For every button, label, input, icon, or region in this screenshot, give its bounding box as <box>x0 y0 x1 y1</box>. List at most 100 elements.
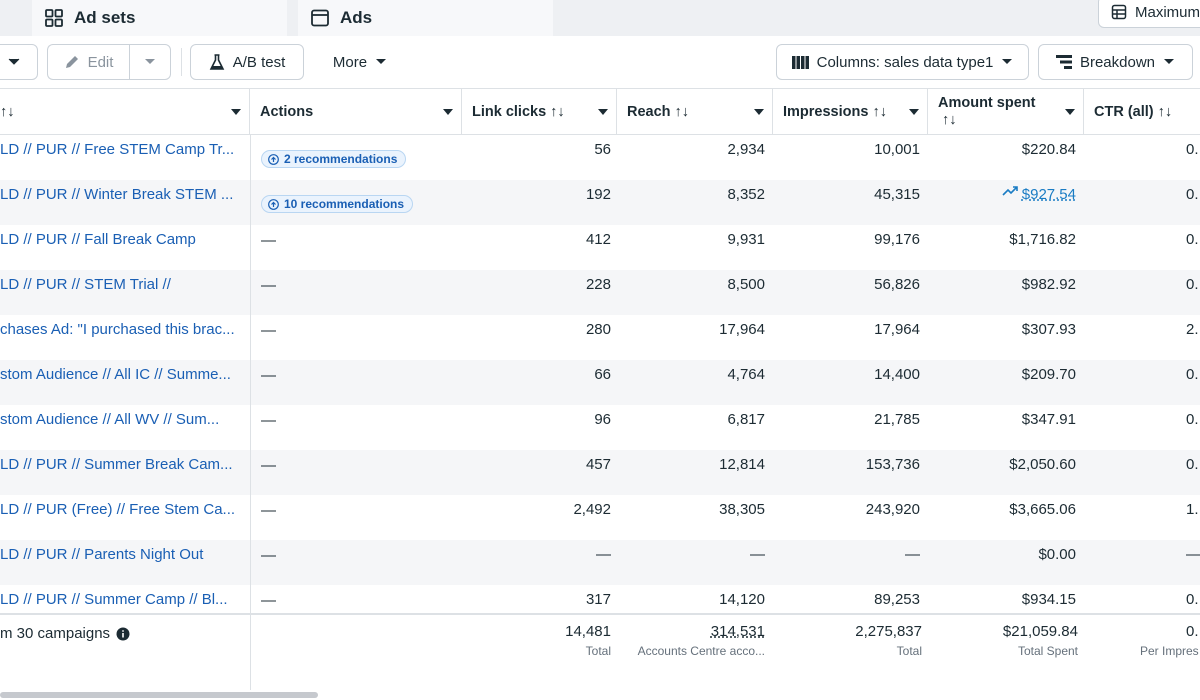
total-amount-spent: $21,059.84 Total Spent <box>928 623 1078 658</box>
campaign-name-link[interactable]: LD // PUR // Free STEM Camp Tr... <box>0 141 235 158</box>
edit-button[interactable]: Edit <box>47 44 129 80</box>
column-header-ctr[interactable]: CTR (all) ↑↓ <box>1084 89 1200 135</box>
trend-up-icon <box>1002 186 1018 196</box>
amount-spent-value: $934.15 <box>1021 591 1076 608</box>
table-row[interactable]: LD // PUR // Free STEM Camp Tr... 2 recom… <box>0 135 1200 180</box>
total-reach-value[interactable]: 314,531 <box>710 623 765 640</box>
breakdown-button[interactable]: Breakdown <box>1038 44 1193 80</box>
total-impressions-sub: Total <box>896 644 922 658</box>
column-header-amount-spent-sort: ↑↓ <box>942 112 957 128</box>
table-row[interactable]: chases Ad: "I purchased this brac... — 280… <box>0 315 1200 360</box>
column-header-reach[interactable]: Reach ↑↓ <box>617 89 773 135</box>
amount-spent-cell: $982.92 <box>928 270 1076 315</box>
campaign-name-cell[interactable]: LD // PUR // Parents Night Out <box>0 540 250 585</box>
edit-dropdown-button[interactable] <box>129 44 171 80</box>
campaign-name-cell[interactable]: LD // PUR // Fall Break Camp <box>0 225 250 270</box>
campaign-name-link[interactable]: LD // PUR // Summer Camp // Bl... <box>0 591 228 608</box>
total-ctr: 0. Per Impres <box>1140 623 1200 658</box>
total-reach: 314,531 Accounts Centre acco... <box>617 623 765 658</box>
amount-spent-value: $982.92 <box>1021 276 1076 293</box>
campaign-name-link[interactable]: chases Ad: "I purchased this brac... <box>0 321 235 338</box>
reach-cell: 17,964 <box>719 321 765 338</box>
campaign-name-cell[interactable]: LD // PUR (Free) // Free Stem Ca... <box>0 495 250 540</box>
tab-ads-label: Ads <box>340 8 373 27</box>
campaign-name-cell[interactable]: stom Audience // All WV // Sum... <box>0 405 250 450</box>
toolbar-divider <box>181 48 182 76</box>
campaign-name-link[interactable]: LD // PUR // Fall Break Camp <box>0 231 196 248</box>
campaign-name-link[interactable]: stom Audience // All WV // Sum... <box>0 411 220 428</box>
link-clicks-cell: 66 <box>594 366 611 383</box>
table-row[interactable]: LD // PUR // Summer Break Cam... — 457 12,8… <box>0 450 1200 495</box>
column-header-amount-spent[interactable]: Amount spent ↑↓ <box>928 89 1084 135</box>
campaign-name-link[interactable]: LD // PUR // Summer Break Cam... <box>0 456 233 473</box>
ab-test-button[interactable]: A/B test <box>190 44 304 80</box>
table-row[interactable]: stom Audience // All WV // Sum... — 96 6,81… <box>0 405 1200 450</box>
horizontal-scrollbar[interactable] <box>0 690 1200 700</box>
table-row[interactable]: LD // PUR (Free) // Free Stem Ca... — 2,49… <box>0 495 1200 540</box>
info-icon[interactable] <box>116 627 130 641</box>
maximum-view-button[interactable]: Maximum <box>1098 0 1200 28</box>
column-menu-caret-icon[interactable] <box>231 109 241 115</box>
column-header-reach-label: Reach ↑↓ <box>627 104 690 120</box>
column-divider <box>250 615 251 692</box>
amount-spent-value: $0.00 <box>1038 546 1076 563</box>
tab-ad-sets[interactable]: Ad sets <box>32 0 287 36</box>
campaign-name-link[interactable]: LD // PUR // Parents Night Out <box>0 546 204 563</box>
column-menu-caret-icon[interactable] <box>754 109 764 115</box>
column-menu-caret-icon[interactable] <box>443 109 453 115</box>
dropdown-button[interactable] <box>0 44 38 80</box>
campaign-name-link[interactable]: LD // PUR // STEM Trial // <box>0 276 171 293</box>
tab-ad-sets-label: Ad sets <box>74 8 136 27</box>
table-row[interactable]: LD // PUR // Winter Break STEM ... 10 rec… <box>0 180 1200 225</box>
table-row[interactable]: LD // PUR // Parents Night Out — — — — $0.00 — <box>0 540 1200 585</box>
column-header-impressions[interactable]: Impressions ↑↓ <box>773 89 928 135</box>
table-row[interactable]: stom Audience // All IC // Summe... — 66 4,… <box>0 360 1200 405</box>
campaign-name-cell[interactable]: LD // PUR // Winter Break STEM ... <box>0 180 250 225</box>
campaign-name-cell[interactable]: chases Ad: "I purchased this brac... <box>0 315 250 360</box>
column-header-actions[interactable]: Actions <box>250 89 462 135</box>
column-menu-caret-icon[interactable] <box>909 109 919 115</box>
tab-ads[interactable]: Ads <box>298 0 553 36</box>
column-divider <box>250 135 251 690</box>
reach-cell: 9,931 <box>727 231 765 248</box>
ctr-cell: 0. <box>1186 231 1199 248</box>
column-header-ctr-label: CTR (all) ↑↓ <box>1094 104 1173 120</box>
total-ctr-sub: Per Impres <box>1140 644 1199 658</box>
total-link-clicks-sub: Total <box>585 644 611 658</box>
link-clicks-cell: 317 <box>585 591 611 608</box>
recommendation-icon <box>268 153 279 165</box>
campaign-name-cell[interactable]: stom Audience // All IC // Summe... <box>0 360 250 405</box>
ctr-cell: 0. <box>1186 411 1199 428</box>
ctr-cell: 1. <box>1186 501 1199 518</box>
amount-spent-link[interactable]: $927.54 <box>1021 186 1076 203</box>
impressions-cell: 99,176 <box>874 231 920 248</box>
impressions-cell: 89,253 <box>874 591 920 608</box>
pencil-icon <box>65 56 78 68</box>
campaign-name-link[interactable]: stom Audience // All IC // Summe... <box>0 366 231 383</box>
table-row[interactable]: LD // PUR // STEM Trial // — 228 8,500 56,82… <box>0 270 1200 315</box>
amount-spent-cell: $927.54 <box>928 180 1076 225</box>
total-link-clicks-value: 14,481 <box>565 623 611 640</box>
campaign-name-cell[interactable]: LD // PUR // Free STEM Camp Tr... <box>0 135 250 180</box>
column-header-name[interactable]: ↑↓ <box>0 89 250 135</box>
recommendations-badge[interactable]: 10 recommendations <box>261 195 414 213</box>
amount-spent-cell: $0.00 <box>928 540 1076 585</box>
scrollbar-thumb[interactable] <box>0 692 318 698</box>
more-button[interactable]: More <box>318 44 402 80</box>
table-row[interactable]: LD // PUR // Fall Break Camp — 412 9,931 99,… <box>0 225 1200 270</box>
reach-cell: 2,934 <box>727 141 765 158</box>
chevron-down-icon <box>376 59 387 64</box>
campaign-name-cell[interactable]: LD // PUR // Summer Break Cam... <box>0 450 250 495</box>
campaign-name-link[interactable]: LD // PUR // Winter Break STEM ... <box>0 186 234 203</box>
campaign-name-cell[interactable]: LD // PUR // STEM Trial // <box>0 270 250 315</box>
campaign-name-link[interactable]: LD // PUR (Free) // Free Stem Ca... <box>0 501 236 518</box>
recommendations-badge[interactable]: 2 recommendations <box>261 150 407 168</box>
column-menu-caret-icon[interactable] <box>1065 109 1075 115</box>
column-header-link-clicks[interactable]: Link clicks ↑↓ <box>462 89 617 135</box>
table-row[interactable]: LD // PUR // Summer Camp // Bl... — 317 14,… <box>0 585 1200 630</box>
column-menu-caret-icon[interactable] <box>598 109 608 115</box>
ctr-cell: — <box>1186 546 1200 563</box>
flask-icon <box>209 53 225 70</box>
edit-label: Edit <box>87 53 114 71</box>
columns-button[interactable]: Columns: sales data type1 <box>776 44 1029 80</box>
